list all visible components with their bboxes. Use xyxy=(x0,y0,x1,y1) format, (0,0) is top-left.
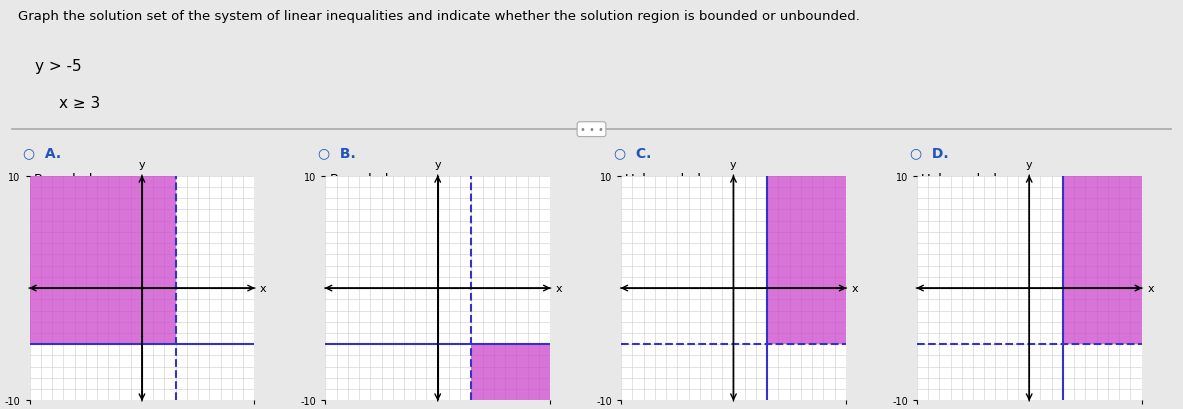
Bar xyxy=(30,176,175,344)
Text: y > -5: y > -5 xyxy=(35,59,82,74)
Text: x: x xyxy=(1148,283,1153,293)
Text: y: y xyxy=(1026,160,1033,169)
Bar xyxy=(1062,176,1142,344)
Text: x ≥ 3: x ≥ 3 xyxy=(59,96,101,111)
Text: Unbounded: Unbounded xyxy=(920,172,997,185)
Text: Bounded: Bounded xyxy=(329,172,389,185)
Text: y: y xyxy=(730,160,737,169)
Text: x: x xyxy=(556,283,562,293)
Bar xyxy=(767,176,846,344)
Text: y: y xyxy=(434,160,441,169)
Text: Bounded: Bounded xyxy=(33,172,93,185)
Text: ○  A.: ○ A. xyxy=(22,146,60,160)
Text: ○  B.: ○ B. xyxy=(318,146,356,160)
Text: y: y xyxy=(138,160,146,169)
Text: Unbounded: Unbounded xyxy=(625,172,702,185)
Text: ○  C.: ○ C. xyxy=(614,146,652,160)
Bar xyxy=(471,344,550,400)
Text: • • •: • • • xyxy=(580,125,603,135)
Text: ○  D.: ○ D. xyxy=(910,146,949,160)
Text: x: x xyxy=(852,283,858,293)
Text: x: x xyxy=(260,283,266,293)
Text: Graph the solution set of the system of linear inequalities and indicate whether: Graph the solution set of the system of … xyxy=(18,10,860,23)
